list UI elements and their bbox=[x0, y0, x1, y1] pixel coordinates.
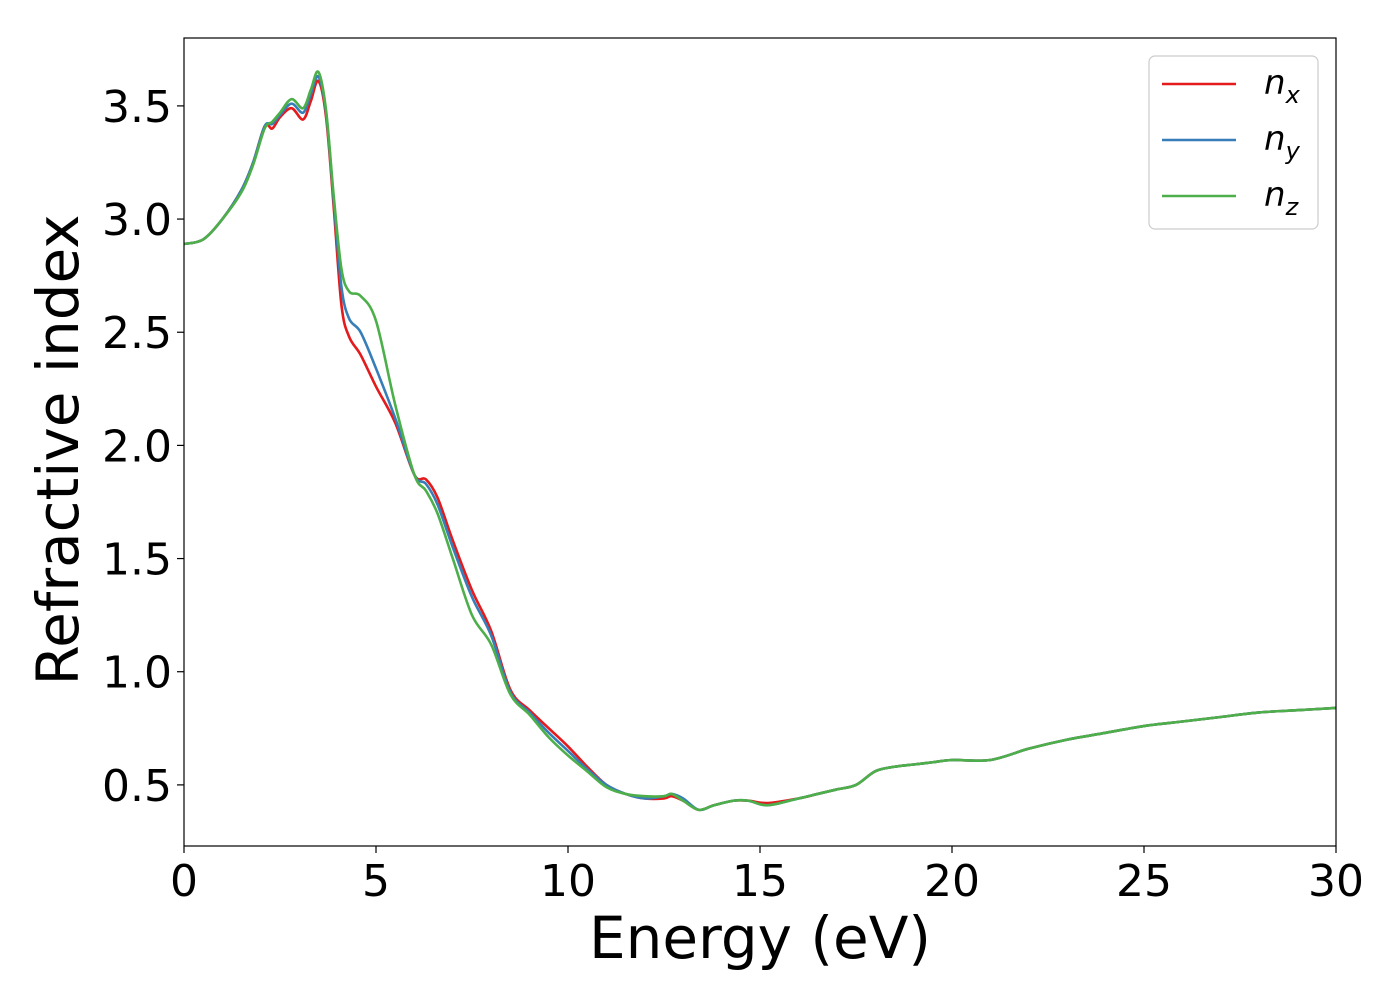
y-axis-title: Refractive index bbox=[24, 214, 92, 685]
x-tick-label: 5 bbox=[362, 856, 390, 907]
y-tick-label: 1.0 bbox=[102, 648, 172, 699]
series-layer bbox=[184, 70, 1336, 812]
x-tick-label: 15 bbox=[732, 856, 788, 907]
legend-label-x: nx bbox=[1264, 63, 1301, 109]
y-tick-label: 3.0 bbox=[102, 195, 172, 246]
legend-box bbox=[1148, 55, 1319, 230]
y-tick-label: 1.5 bbox=[102, 535, 172, 586]
x-tick-label: 10 bbox=[540, 856, 596, 907]
y-tick-label: 3.5 bbox=[102, 82, 172, 133]
y-tick-label: 0.5 bbox=[102, 761, 172, 812]
x-tick-label: 20 bbox=[924, 856, 980, 907]
y-axis: 0.5 1.0 1.5 2.0 2.5 3.0 3.5 bbox=[102, 82, 184, 812]
legend-label-z: nz bbox=[1264, 175, 1300, 221]
x-tick-label: 30 bbox=[1308, 856, 1364, 907]
x-tick-label: 0 bbox=[170, 856, 198, 907]
legend-label-y: ny bbox=[1264, 119, 1301, 165]
x-axis-title: Energy (eV) bbox=[589, 904, 931, 972]
y-tick-label: 2.0 bbox=[102, 421, 172, 472]
x-axis: 0 5 10 15 20 25 30 bbox=[170, 846, 1364, 907]
y-tick-label: 2.5 bbox=[102, 308, 172, 359]
series-line-z bbox=[184, 70, 1336, 812]
x-tick-label: 25 bbox=[1116, 856, 1172, 907]
legend: nx ny nz bbox=[1148, 55, 1319, 230]
